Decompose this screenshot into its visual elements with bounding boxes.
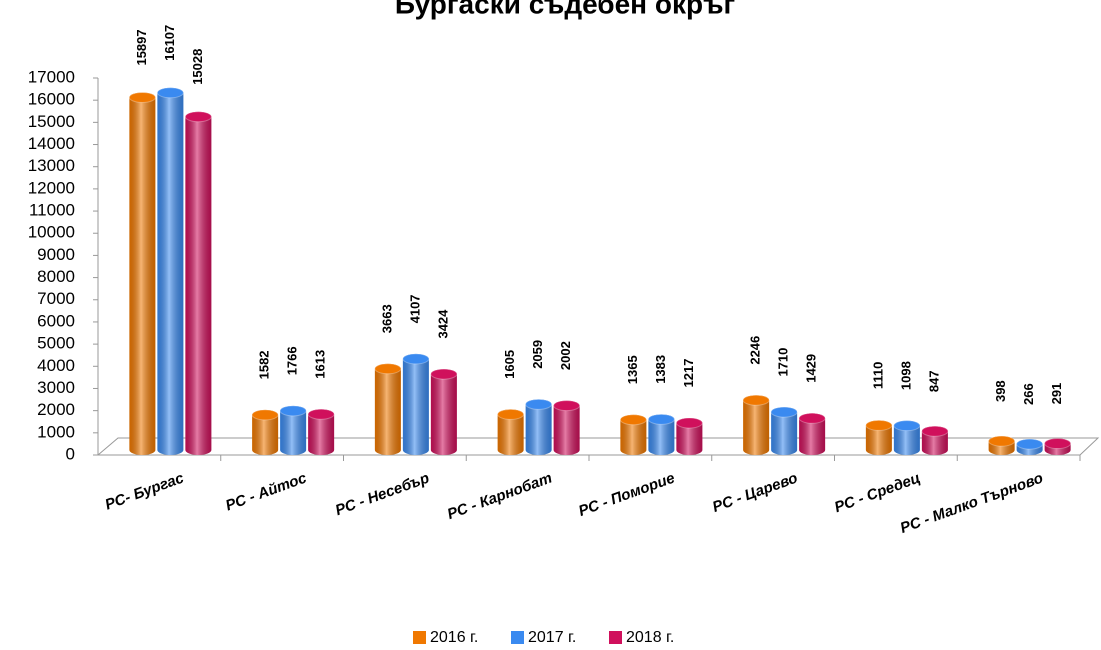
bar-top: [430, 368, 458, 380]
y-tick-label: 10000: [28, 223, 75, 242]
chart-title: Бургаски съдебен окръг: [395, 0, 735, 19]
bar-shade: [308, 409, 335, 455]
bar-top: [798, 412, 826, 424]
bar-top: [675, 417, 703, 429]
legend-swatch: [609, 631, 622, 644]
data-label: 398: [993, 380, 1008, 402]
data-label: 1605: [502, 350, 517, 379]
bar-shade: [129, 92, 156, 456]
bar-shade: [771, 407, 798, 455]
bar-top: [497, 408, 525, 420]
data-label: 1217: [681, 359, 696, 388]
bar-shade: [620, 414, 647, 455]
bar-top: [893, 420, 921, 432]
data-label: 1098: [898, 361, 913, 390]
y-tick-label: 6000: [37, 311, 75, 330]
x-tick-label: РС - Айтос: [223, 469, 309, 514]
legend-label: 2018 г.: [626, 629, 674, 646]
bar-top: [402, 353, 430, 365]
bar-shade: [553, 400, 580, 455]
bar-top: [742, 394, 770, 406]
y-tick-label: 7000: [37, 289, 75, 308]
y-tick-label: 8000: [37, 267, 75, 286]
data-label: 2059: [530, 340, 545, 369]
data-label: 847: [926, 370, 941, 392]
bar-top: [525, 398, 553, 410]
data-label: 3663: [379, 304, 394, 333]
x-tick-label: РС - Средец: [832, 470, 922, 517]
x-tick-label: РС - Карнобат: [445, 470, 554, 524]
bar-top: [307, 408, 335, 420]
legend-swatch: [413, 631, 426, 644]
bar-top: [647, 413, 675, 425]
data-label: 266: [1021, 383, 1036, 405]
x-tick-label: РС - Поморие: [576, 470, 677, 521]
bar-shade: [799, 413, 826, 455]
bar-top: [374, 363, 402, 375]
data-label: 4107: [407, 294, 422, 323]
y-tick-label: 4000: [37, 356, 75, 375]
x-tick-label: РС - Несебър: [333, 470, 432, 520]
data-label: 15897: [134, 29, 149, 65]
y-tick-label: 3000: [37, 378, 75, 397]
data-label: 1766: [285, 346, 300, 375]
data-label: 3424: [435, 309, 450, 339]
data-label: 2246: [748, 336, 763, 365]
bar-top: [988, 435, 1016, 447]
bar-shade: [157, 87, 184, 455]
bar-top: [921, 425, 949, 437]
bar-top: [1016, 438, 1044, 450]
data-label: 1429: [804, 354, 819, 383]
y-tick-label: 12000: [28, 178, 75, 197]
y-tick-label: 11000: [29, 201, 75, 220]
y-tick-label: 16000: [28, 90, 75, 109]
y-tick-label: 13000: [28, 156, 75, 175]
bar-top: [553, 400, 581, 412]
bar-top: [251, 409, 279, 421]
legend-label: 2017 г.: [528, 629, 576, 646]
data-label: 1710: [776, 348, 791, 377]
data-label: 2002: [558, 341, 573, 370]
data-label: 15028: [190, 49, 205, 85]
y-tick-label: 1000: [37, 422, 75, 441]
bar-shade: [430, 369, 457, 455]
bar-top: [1044, 438, 1072, 450]
data-label: 16107: [162, 25, 177, 61]
y-tick-label: 2000: [37, 400, 75, 419]
bar-shade: [402, 353, 429, 455]
data-label: 1582: [257, 350, 272, 379]
bar-shade: [252, 409, 279, 455]
bar-top: [156, 87, 184, 99]
data-label: 1613: [313, 350, 328, 379]
bar-shade: [648, 414, 675, 455]
bar-shade: [185, 111, 212, 456]
y-tick-label: 17000: [28, 67, 75, 86]
bar-top: [770, 406, 798, 418]
legend-label: 2016 г.: [430, 629, 478, 646]
bar-shade: [497, 409, 524, 455]
bar-top: [128, 91, 156, 103]
data-label: 1110: [870, 362, 885, 390]
bar-shade: [525, 399, 552, 455]
y-tick-label: 15000: [28, 112, 75, 131]
y-tick-label: 0: [66, 444, 75, 463]
bar-top: [279, 405, 307, 417]
bar-shade: [280, 405, 307, 455]
x-tick-label: РС- Бургас: [103, 469, 187, 513]
y-tick-label: 14000: [28, 134, 75, 153]
bar-top: [184, 111, 212, 123]
x-tick-label: РС - Царево: [710, 470, 800, 516]
legend-swatch: [511, 631, 524, 644]
bar-shade: [743, 395, 770, 455]
data-label: 291: [1049, 383, 1064, 405]
y-tick-label: 9000: [37, 245, 75, 264]
data-label: 1365: [625, 355, 640, 384]
bar-top: [619, 414, 647, 426]
data-label: 1383: [653, 355, 668, 384]
y-tick-label: 5000: [37, 334, 75, 353]
floor: [97, 437, 1100, 456]
bar-shade: [374, 363, 401, 455]
bar-top: [865, 419, 893, 431]
